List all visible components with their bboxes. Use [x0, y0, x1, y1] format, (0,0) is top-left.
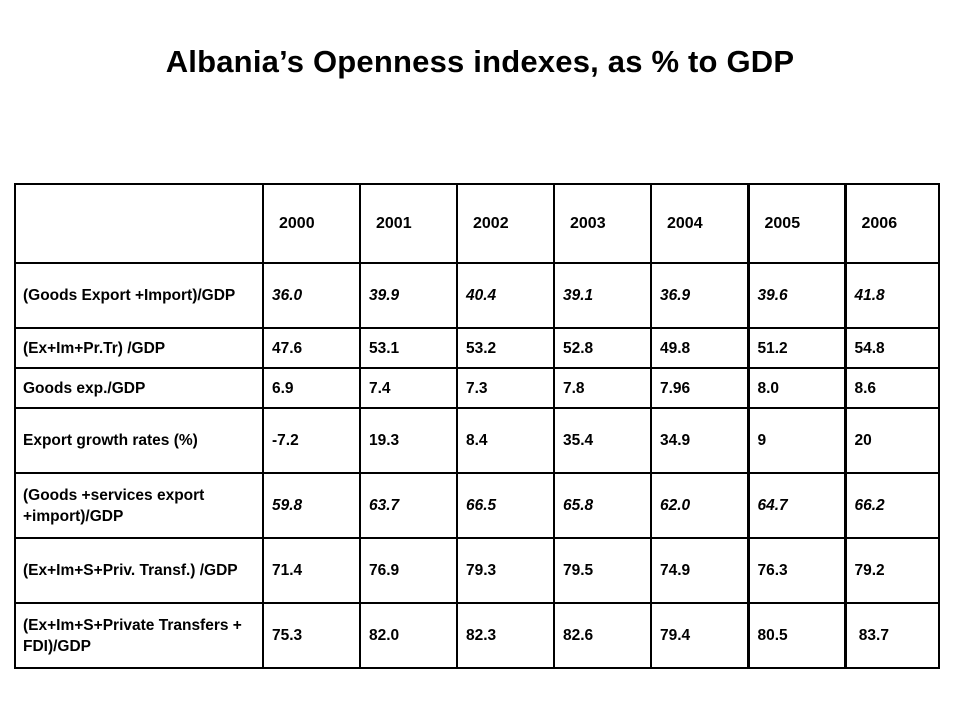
- table-cell: 64.7: [746, 472, 847, 539]
- row-label: (Goods +services export +import)/GDP: [14, 472, 264, 539]
- table-cell: 41.8: [844, 262, 940, 329]
- table-cell: 75.3: [262, 602, 361, 669]
- table-row: (Ex+Im+S+Priv. Transf.) /GDP 71.4 76.9 7…: [14, 537, 940, 604]
- table-cell: 7.8: [553, 367, 652, 409]
- year-header-2005: 2005: [746, 183, 847, 264]
- table-cell: 54.8: [844, 327, 940, 369]
- table-cell: 7.3: [456, 367, 555, 409]
- table-cell: 53.2: [456, 327, 555, 369]
- year-header-2003: 2003: [553, 183, 652, 264]
- table-cell: 8.6: [844, 367, 940, 409]
- table-cell: 6.9: [262, 367, 361, 409]
- table-cell: 8.0: [746, 367, 847, 409]
- openness-table: 2000 2001 2002 2003 2004 2005 2006 (Good…: [14, 183, 940, 669]
- table-row: (Goods Export +Import)/GDP 36.0 39.9 40.…: [14, 262, 940, 329]
- table-cell: 74.9: [650, 537, 749, 604]
- table-cell: 51.2: [746, 327, 847, 369]
- table-cell: 34.9: [650, 407, 749, 474]
- year-header-2002: 2002: [456, 183, 555, 264]
- table-cell: 82.3: [456, 602, 555, 669]
- table-cell: 39.9: [359, 262, 458, 329]
- table-cell: 7.4: [359, 367, 458, 409]
- table-cell: 9: [746, 407, 847, 474]
- table-cell: 82.0: [359, 602, 458, 669]
- row-label: (Goods Export +Import)/GDP: [14, 262, 264, 329]
- year-header-2004: 2004: [650, 183, 749, 264]
- row-label: Goods exp./GDP: [14, 367, 264, 409]
- table-row: (Ex+Im+Pr.Tr) /GDP 47.6 53.1 53.2 52.8 4…: [14, 327, 940, 369]
- table-cell: 39.1: [553, 262, 652, 329]
- table-cell: 59.8: [262, 472, 361, 539]
- row-label: (Ex+Im+S+Priv. Transf.) /GDP: [14, 537, 264, 604]
- slide-title: Albania’s Openness indexes, as % to GDP: [165, 44, 795, 79]
- table-cell: 7.96: [650, 367, 749, 409]
- table-cell: 35.4: [553, 407, 652, 474]
- table-cell: 71.4: [262, 537, 361, 604]
- row-label: (Ex+Im+S+Private Transfers + FDI)/GDP: [14, 602, 264, 669]
- table-cell: 66.5: [456, 472, 555, 539]
- row-label: Export growth rates (%): [14, 407, 264, 474]
- table-cell: 79.4: [650, 602, 749, 669]
- table-cell: 47.6: [262, 327, 361, 369]
- table-cell: 80.5: [746, 602, 847, 669]
- year-header-2001: 2001: [359, 183, 458, 264]
- table-cell: 76.9: [359, 537, 458, 604]
- table-cell: 49.8: [650, 327, 749, 369]
- table-cell: 62.0: [650, 472, 749, 539]
- year-header-2006: 2006: [844, 183, 940, 264]
- table-cell: 79.2: [844, 537, 940, 604]
- table-cell: 40.4: [456, 262, 555, 329]
- header-row: 2000 2001 2002 2003 2004 2005 2006: [14, 183, 940, 264]
- table-cell: 53.1: [359, 327, 458, 369]
- table-cell: 36.0: [262, 262, 361, 329]
- table-cell: 63.7: [359, 472, 458, 539]
- year-header-2000: 2000: [262, 183, 361, 264]
- table-cell: -7.2: [262, 407, 361, 474]
- table-cell: 8.4: [456, 407, 555, 474]
- table-row: Export growth rates (%) -7.2 19.3 8.4 35…: [14, 407, 940, 474]
- table-cell: 19.3: [359, 407, 458, 474]
- table-cell: 52.8: [553, 327, 652, 369]
- table-cell: 82.6: [553, 602, 652, 669]
- table-row: Goods exp./GDP 6.9 7.4 7.3 7.8 7.96 8.0 …: [14, 367, 940, 409]
- table-cell: 76.3: [746, 537, 847, 604]
- table-cell: 65.8: [553, 472, 652, 539]
- row-label: (Ex+Im+Pr.Tr) /GDP: [14, 327, 264, 369]
- corner-cell: [14, 183, 264, 264]
- table-cell: 83.7: [844, 602, 940, 669]
- table-cell: 79.3: [456, 537, 555, 604]
- table-cell: 79.5: [553, 537, 652, 604]
- table-cell: 36.9: [650, 262, 749, 329]
- table-row: (Ex+Im+S+Private Transfers + FDI)/GDP 75…: [14, 602, 940, 669]
- table-cell: 39.6: [746, 262, 847, 329]
- table-cell: 20: [844, 407, 940, 474]
- table-cell: 66.2: [844, 472, 940, 539]
- table-row: (Goods +services export +import)/GDP 59.…: [14, 472, 940, 539]
